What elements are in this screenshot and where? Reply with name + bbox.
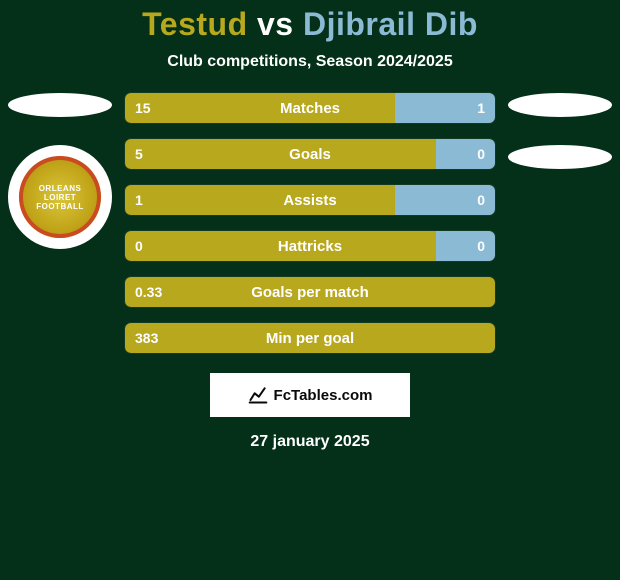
- stat-value-right: 0: [477, 192, 485, 208]
- stat-rows: 151Matches50Goals10Assists00Hattricks0.3…: [125, 93, 495, 369]
- stat-row: 00Hattricks: [125, 231, 495, 261]
- stat-row: 10Assists: [125, 185, 495, 215]
- subtitle: Club competitions, Season 2024/2025: [167, 53, 452, 71]
- stat-bar-right: 0: [395, 185, 495, 215]
- stat-bar-left: 383: [125, 323, 495, 353]
- date-text: 27 january 2025: [250, 433, 369, 451]
- fctables-logo-icon: [248, 385, 268, 405]
- stat-value-left: 15: [135, 100, 151, 116]
- stat-value-left: 383: [135, 330, 158, 346]
- stat-value-right: 1: [477, 100, 485, 116]
- stats-area: ORLEANS LOIRET FOOTBALL 151Matches50Goal…: [0, 93, 620, 451]
- avatar-right-bottom-placeholder: [508, 145, 612, 169]
- club-badge-text-bot: FOOTBALL: [36, 202, 84, 211]
- stat-row: 50Goals: [125, 139, 495, 169]
- comparison-card: Testud vs Djibrail Dib Club competitions…: [0, 0, 620, 451]
- avatar-left-club: ORLEANS LOIRET FOOTBALL: [8, 145, 112, 249]
- player2-name: Djibrail Dib: [303, 6, 478, 42]
- vs-text: vs: [257, 6, 294, 42]
- stat-value-left: 1: [135, 192, 143, 208]
- footer-brand-text: FcTables.com: [274, 387, 373, 404]
- stat-row: 151Matches: [125, 93, 495, 123]
- club-badge-icon: ORLEANS LOIRET FOOTBALL: [19, 156, 101, 238]
- stat-bar-right: 0: [436, 231, 495, 261]
- stat-bar-left: 5: [125, 139, 436, 169]
- stat-bar-left: 15: [125, 93, 395, 123]
- avatar-right-top-placeholder: [508, 93, 612, 117]
- title: Testud vs Djibrail Dib: [142, 6, 478, 43]
- stat-value-right: 0: [477, 238, 485, 254]
- stat-bar-right: 1: [395, 93, 495, 123]
- club-badge-text-mid: LOIRET: [44, 193, 76, 202]
- stat-row: 383Min per goal: [125, 323, 495, 353]
- stat-bar-right: 0: [436, 139, 495, 169]
- avatar-left-top-placeholder: [8, 93, 112, 117]
- stat-value-left: 0: [135, 238, 143, 254]
- stat-value-right: 0: [477, 146, 485, 162]
- footer-brand-box: FcTables.com: [210, 373, 410, 417]
- stat-bar-left: 0.33: [125, 277, 495, 307]
- player1-name: Testud: [142, 6, 248, 42]
- stat-value-left: 5: [135, 146, 143, 162]
- club-badge-text-top: ORLEANS: [39, 184, 82, 193]
- stat-value-left: 0.33: [135, 284, 162, 300]
- stat-bar-left: 1: [125, 185, 395, 215]
- stat-bar-left: 0: [125, 231, 436, 261]
- stat-row: 0.33Goals per match: [125, 277, 495, 307]
